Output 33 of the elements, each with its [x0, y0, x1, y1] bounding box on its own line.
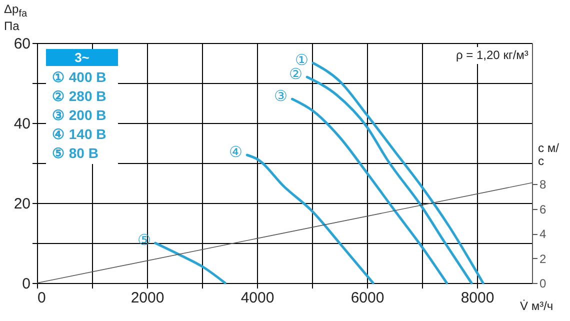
annotation: ① 400 В — [51, 68, 108, 85]
y2-tick-label: 6 — [540, 202, 546, 216]
key-title-box: 3~ — [46, 49, 118, 66]
series-label: ④ — [229, 144, 242, 161]
x-axis-title: V̇ м³/ч — [520, 299, 554, 313]
line-series — [154, 242, 226, 284]
y-tick-label: 20 — [14, 196, 30, 212]
x-tick-label: 8000 — [460, 290, 494, 306]
y-axis-title: Δp$_{fa}$ Па — [4, 2, 28, 34]
annotation: ② 280 В — [51, 87, 108, 104]
x-tick-label: 2000 — [130, 290, 164, 306]
series-label: ② — [289, 66, 302, 83]
line-series — [290, 98, 448, 284]
y2-tick-label: 0 — [540, 276, 546, 290]
annotation: ③ 200 В — [51, 106, 108, 123]
y-tick-label: 40 — [14, 116, 30, 132]
y2-tick-label: 4 — [540, 227, 546, 242]
series-label: ③ — [274, 88, 288, 105]
x-tick-label: 0 — [38, 290, 46, 306]
annotation: ρ = 1,20 кг/м³ — [453, 47, 532, 64]
y-tick-label: 0 — [22, 276, 30, 292]
annotation: ⑤ 80 В — [51, 144, 100, 161]
line-series — [306, 76, 473, 284]
y2-tick-label: 8 — [540, 178, 546, 192]
x-tick-label: 6000 — [350, 290, 384, 306]
series-label: ① — [295, 52, 308, 69]
x-tick-label: 4000 — [240, 290, 274, 306]
y2-tick-label: 2 — [540, 252, 546, 266]
line-series — [312, 62, 484, 284]
line-series — [246, 154, 374, 284]
y-tick-label: 60 — [14, 36, 30, 52]
y2-axis-title: с м/с — [538, 141, 560, 168]
annotation: ④ 140 В — [51, 125, 108, 142]
